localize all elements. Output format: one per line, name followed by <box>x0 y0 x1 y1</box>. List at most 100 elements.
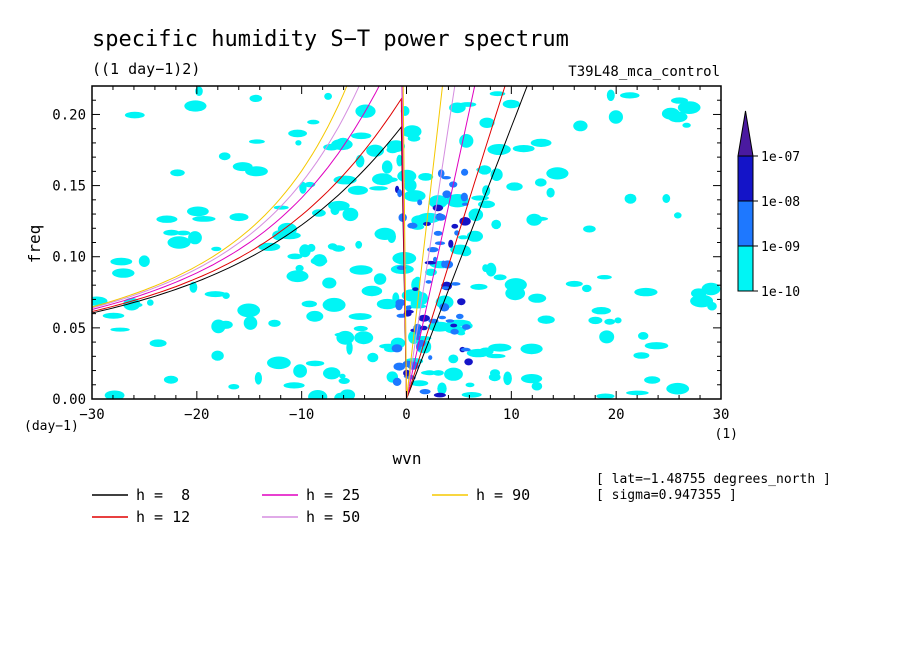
contour-patch-strong <box>435 213 447 221</box>
contour-patch <box>470 283 488 290</box>
contour-patch <box>638 332 649 340</box>
contour-patch <box>170 169 185 177</box>
contour-patch <box>331 138 353 151</box>
colorbar-segment <box>737 200 754 247</box>
contour-patch <box>620 92 640 99</box>
contour-patch <box>355 240 363 249</box>
colorbar-segment <box>737 245 754 292</box>
contour-patch <box>254 372 262 385</box>
contour-patch <box>624 193 637 204</box>
contour-patch-strong <box>461 168 469 176</box>
contour-patch <box>471 195 489 201</box>
contour-patch <box>351 132 372 140</box>
contour-patch <box>588 316 603 325</box>
contour-patch-strong <box>460 192 468 202</box>
contour-patch-strong <box>460 347 471 352</box>
legend-entry: h = 50 <box>306 508 360 526</box>
contour-patch <box>346 341 353 355</box>
contour-patch-strong <box>450 282 461 286</box>
legend-entry: h = 25 <box>306 486 360 504</box>
contour-patch-strong <box>404 309 414 314</box>
contour-patch <box>404 179 417 192</box>
x-axis-label: wvn <box>393 449 422 468</box>
contour-patch <box>644 342 669 350</box>
contour-patch <box>342 207 359 222</box>
contour-patch <box>512 145 535 153</box>
contour-patch <box>537 315 555 324</box>
contour-patch <box>367 352 379 363</box>
contour-patch <box>458 235 469 240</box>
contour-patch-strong <box>461 202 469 206</box>
contour-patch-strong <box>442 260 454 269</box>
legend-entry: h = 90 <box>476 486 530 504</box>
contour-patch <box>189 281 198 293</box>
contour-patch <box>374 227 396 240</box>
contour-patch-strong <box>407 222 418 229</box>
contour-patch <box>488 343 512 352</box>
contour-patch <box>349 265 373 275</box>
contour-patch <box>376 298 398 310</box>
kelvin-curve <box>406 86 476 399</box>
contour-patch <box>479 117 495 128</box>
contour-patch <box>614 317 622 324</box>
contour-patch <box>493 274 507 281</box>
contour-patch-strong <box>392 377 402 386</box>
contour-patch-strong <box>417 199 423 206</box>
contour-patch <box>682 122 691 128</box>
contour-patch <box>237 303 261 318</box>
contour-patch <box>677 101 701 114</box>
contour-patch <box>218 320 233 329</box>
contour-patch <box>701 282 721 296</box>
contour-patch <box>504 278 527 292</box>
contour-patch-strong <box>432 204 444 212</box>
contour-patch <box>485 262 497 277</box>
contour-patch-strong <box>456 313 464 319</box>
x-tick-label: 30 <box>713 407 730 423</box>
contour-patch <box>353 325 368 332</box>
x-tick-label: −30 <box>79 407 104 423</box>
y-tick-label: 0.10 <box>52 250 86 266</box>
contour-patch <box>671 97 688 104</box>
contour-patch <box>301 300 317 308</box>
contour-patch <box>666 382 690 395</box>
contour-patch <box>427 321 452 332</box>
contour-patch <box>662 194 671 203</box>
contour-patch <box>187 206 209 217</box>
contour-patch <box>606 89 615 102</box>
rossby-curve <box>92 86 407 399</box>
contour-patch <box>424 370 435 376</box>
contour-patch <box>361 285 383 297</box>
contour-patch <box>188 231 202 245</box>
contour-patch <box>459 102 477 107</box>
contour-patch <box>229 213 249 222</box>
legend-entry: h = 8 <box>136 486 190 504</box>
contour-patch <box>690 294 714 308</box>
contour-patch-strong <box>412 287 419 291</box>
contour-patch <box>268 319 281 327</box>
contour-patch <box>124 111 145 119</box>
contour-patch <box>506 182 523 191</box>
contour-patch-strong <box>464 358 473 366</box>
colorbar-label: 1e-10 <box>761 285 800 300</box>
contour-patch <box>582 284 592 293</box>
contour-patch <box>204 291 227 298</box>
rossby-curve <box>92 86 407 399</box>
contour-patch <box>626 390 649 396</box>
colorbar-over-arrow <box>737 110 754 157</box>
contour-patch <box>634 287 658 297</box>
x-tick-label: 20 <box>608 407 625 423</box>
contour-patch <box>324 92 332 100</box>
contour-patch <box>354 331 374 345</box>
contour-patch-strong <box>450 328 459 335</box>
lat-annotation: [ lat=−1.48755 degrees_north ] <box>596 472 831 487</box>
contour-patch <box>277 222 297 236</box>
contour-patch <box>466 230 483 242</box>
contour-patch <box>418 173 434 181</box>
contour-patch <box>596 393 615 399</box>
contour-patch <box>293 364 307 378</box>
contour-patch <box>608 110 624 124</box>
kelvin-curve <box>406 86 506 399</box>
y-axis-label: freq <box>25 225 44 264</box>
contour-patch <box>112 268 135 278</box>
contour-patch <box>286 270 309 283</box>
